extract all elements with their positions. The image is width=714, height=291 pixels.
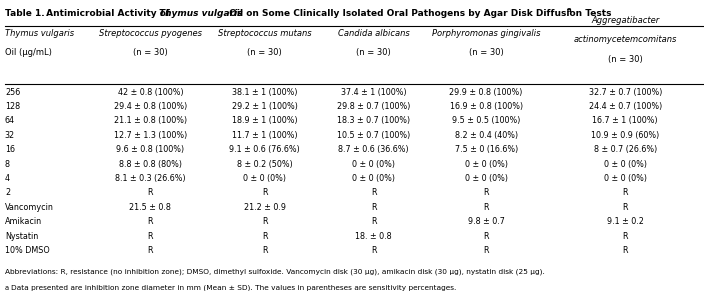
Text: 8 ± 0.7 (26.6%): 8 ± 0.7 (26.6%) <box>593 145 657 154</box>
Text: 12.7 ± 1.3 (100%): 12.7 ± 1.3 (100%) <box>114 131 187 140</box>
Text: (n = 30): (n = 30) <box>608 54 643 63</box>
Text: 42 ± 0.8 (100%): 42 ± 0.8 (100%) <box>118 88 183 97</box>
Text: a: a <box>567 7 572 13</box>
Text: 32: 32 <box>5 131 15 140</box>
Text: 8.2 ± 0.4 (40%): 8.2 ± 0.4 (40%) <box>455 131 518 140</box>
Text: R: R <box>148 188 153 197</box>
Text: 0 ± 0 (0%): 0 ± 0 (0%) <box>465 174 508 183</box>
Text: a: a <box>5 285 9 291</box>
Text: Porphyromonas gingivalis: Porphyromonas gingivalis <box>432 29 540 38</box>
Text: Aggregatibacter: Aggregatibacter <box>591 17 660 26</box>
Text: 21.1 ± 0.8 (100%): 21.1 ± 0.8 (100%) <box>114 116 187 125</box>
Text: 10.9 ± 0.9 (60%): 10.9 ± 0.9 (60%) <box>591 131 660 140</box>
Text: 18.9 ± 1 (100%): 18.9 ± 1 (100%) <box>232 116 298 125</box>
Text: 9.5 ± 0.5 (100%): 9.5 ± 0.5 (100%) <box>452 116 521 125</box>
Text: 29.4 ± 0.8 (100%): 29.4 ± 0.8 (100%) <box>114 102 187 111</box>
Text: Streptococcus mutans: Streptococcus mutans <box>218 29 311 38</box>
Text: 10% DMSO: 10% DMSO <box>5 246 50 255</box>
Text: 21.2 ± 0.9: 21.2 ± 0.9 <box>244 203 286 212</box>
Text: Table 1.: Table 1. <box>5 9 44 18</box>
Text: 0 ± 0 (0%): 0 ± 0 (0%) <box>604 174 647 183</box>
Text: 24.4 ± 0.7 (100%): 24.4 ± 0.7 (100%) <box>588 102 662 111</box>
Text: 21.5 ± 0.8: 21.5 ± 0.8 <box>129 203 171 212</box>
Text: 9.1 ± 0.2: 9.1 ± 0.2 <box>607 217 644 226</box>
Text: 2: 2 <box>5 188 10 197</box>
Text: 4: 4 <box>5 174 10 183</box>
Text: R: R <box>371 203 376 212</box>
Text: R: R <box>371 246 376 255</box>
Text: Oil on Some Clinically Isolated Oral Pathogens by Agar Disk Diffusion Tests: Oil on Some Clinically Isolated Oral Pat… <box>226 9 611 18</box>
Text: R: R <box>483 246 489 255</box>
Text: R: R <box>371 217 376 226</box>
Text: Oil (μg/mL): Oil (μg/mL) <box>5 48 52 57</box>
Text: 8: 8 <box>5 159 10 168</box>
Text: Streptococcus pyogenes: Streptococcus pyogenes <box>99 29 202 38</box>
Text: 64: 64 <box>5 116 15 125</box>
Text: R: R <box>148 217 153 226</box>
Text: R: R <box>262 188 268 197</box>
Text: 9.8 ± 0.7: 9.8 ± 0.7 <box>468 217 505 226</box>
Text: Data presented are inhibition zone diameter in mm (Mean ± SD). The values in par: Data presented are inhibition zone diame… <box>11 285 456 291</box>
Text: R: R <box>371 188 376 197</box>
Text: 7.5 ± 0 (16.6%): 7.5 ± 0 (16.6%) <box>455 145 518 154</box>
Text: R: R <box>262 217 268 226</box>
Text: 0 ± 0 (0%): 0 ± 0 (0%) <box>604 159 647 168</box>
Text: 38.1 ± 1 (100%): 38.1 ± 1 (100%) <box>232 88 298 97</box>
Text: 16: 16 <box>5 145 15 154</box>
Text: R: R <box>148 246 153 255</box>
Text: (n = 30): (n = 30) <box>356 48 391 57</box>
Text: (n = 30): (n = 30) <box>469 48 503 57</box>
Text: R: R <box>623 232 628 241</box>
Text: actinomycetemcomitans: actinomycetemcomitans <box>573 36 677 45</box>
Text: Antimicrobial Activity of: Antimicrobial Activity of <box>43 9 173 18</box>
Text: R: R <box>623 246 628 255</box>
Text: 18. ± 0.8: 18. ± 0.8 <box>356 232 392 241</box>
Text: 29.8 ± 0.7 (100%): 29.8 ± 0.7 (100%) <box>337 102 411 111</box>
Text: 9.1 ± 0.6 (76.6%): 9.1 ± 0.6 (76.6%) <box>229 145 300 154</box>
Text: R: R <box>623 203 628 212</box>
Text: 16.7 ± 1 (100%): 16.7 ± 1 (100%) <box>593 116 658 125</box>
Text: R: R <box>262 246 268 255</box>
Text: (n = 30): (n = 30) <box>133 48 168 57</box>
Text: 0 ± 0 (0%): 0 ± 0 (0%) <box>352 159 396 168</box>
Text: 8 ± 0.2 (50%): 8 ± 0.2 (50%) <box>237 159 293 168</box>
Text: 0 ± 0 (0%): 0 ± 0 (0%) <box>243 174 286 183</box>
Text: 0 ± 0 (0%): 0 ± 0 (0%) <box>465 159 508 168</box>
Text: 10.5 ± 0.7 (100%): 10.5 ± 0.7 (100%) <box>337 131 411 140</box>
Text: 16.9 ± 0.8 (100%): 16.9 ± 0.8 (100%) <box>450 102 523 111</box>
Text: 29.2 ± 1 (100%): 29.2 ± 1 (100%) <box>232 102 298 111</box>
Text: 8.1 ± 0.3 (26.6%): 8.1 ± 0.3 (26.6%) <box>115 174 186 183</box>
Text: Abbreviations: R, resistance (no inhibition zone); DMSO, dimethyl sulfoxide. Van: Abbreviations: R, resistance (no inhibit… <box>5 268 545 275</box>
Text: R: R <box>483 203 489 212</box>
Text: R: R <box>262 232 268 241</box>
Text: (n = 30): (n = 30) <box>248 48 282 57</box>
Text: 32.7 ± 0.7 (100%): 32.7 ± 0.7 (100%) <box>588 88 662 97</box>
Text: 256: 256 <box>5 88 20 97</box>
Text: 0 ± 0 (0%): 0 ± 0 (0%) <box>352 174 396 183</box>
Text: R: R <box>483 232 489 241</box>
Text: 18.3 ± 0.7 (100%): 18.3 ± 0.7 (100%) <box>337 116 411 125</box>
Text: Thymus vulgaris: Thymus vulgaris <box>159 9 243 18</box>
Text: Amikacin: Amikacin <box>5 217 42 226</box>
Text: Candida albicans: Candida albicans <box>338 29 410 38</box>
Text: 37.4 ± 1 (100%): 37.4 ± 1 (100%) <box>341 88 406 97</box>
Text: R: R <box>483 188 489 197</box>
Text: Nystatin: Nystatin <box>5 232 38 241</box>
Text: R: R <box>148 232 153 241</box>
Text: 9.6 ± 0.8 (100%): 9.6 ± 0.8 (100%) <box>116 145 184 154</box>
Text: 8.7 ± 0.6 (36.6%): 8.7 ± 0.6 (36.6%) <box>338 145 409 154</box>
Text: Thymus vulgaris: Thymus vulgaris <box>5 29 74 38</box>
Text: R: R <box>623 188 628 197</box>
Text: 11.7 ± 1 (100%): 11.7 ± 1 (100%) <box>232 131 298 140</box>
Text: Vancomycin: Vancomycin <box>5 203 54 212</box>
Text: 128: 128 <box>5 102 20 111</box>
Text: 8.8 ± 0.8 (80%): 8.8 ± 0.8 (80%) <box>119 159 182 168</box>
Text: 29.9 ± 0.8 (100%): 29.9 ± 0.8 (100%) <box>450 88 523 97</box>
